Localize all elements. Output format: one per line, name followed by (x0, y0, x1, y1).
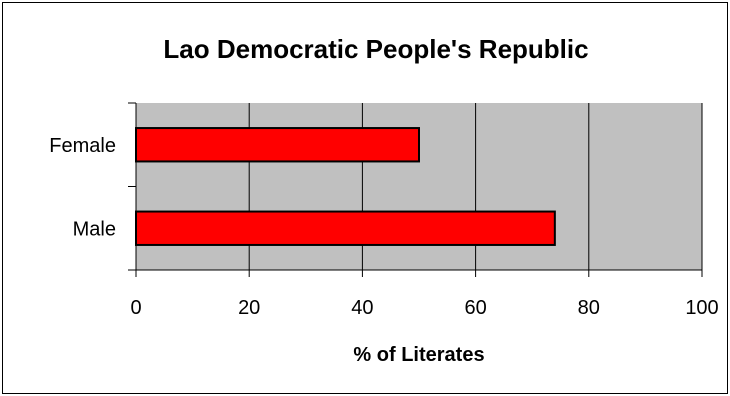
x-tick-label: 40 (351, 297, 373, 319)
x-axis-title: % of Literates (353, 344, 484, 366)
y-tick-label: Female (49, 135, 116, 157)
bars (135, 127, 556, 246)
x-tick-label: 20 (238, 297, 260, 319)
x-tick-label: 100 (685, 297, 718, 319)
chart-title: Lao Democratic People's Republic (163, 34, 588, 64)
x-tick-label: 60 (464, 297, 486, 319)
axes: Female Male 0 20 40 60 80 100 (49, 102, 719, 319)
x-tick-label: 80 (578, 297, 600, 319)
bar-female (135, 127, 420, 163)
bar-male (135, 210, 556, 246)
x-tick-label: 0 (130, 297, 141, 319)
y-tick-label: Male (73, 218, 116, 240)
